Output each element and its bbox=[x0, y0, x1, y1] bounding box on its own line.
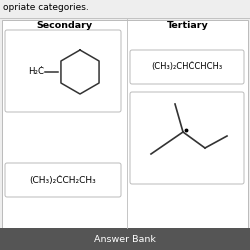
FancyBboxPatch shape bbox=[130, 50, 244, 84]
Text: (CH₃)₂ĊCH₂CH₃: (CH₃)₂ĊCH₂CH₃ bbox=[30, 176, 96, 184]
FancyBboxPatch shape bbox=[2, 20, 248, 228]
Text: Secondary: Secondary bbox=[36, 21, 92, 30]
Text: Answer Bank: Answer Bank bbox=[94, 234, 156, 244]
FancyBboxPatch shape bbox=[5, 163, 121, 197]
FancyBboxPatch shape bbox=[130, 92, 244, 184]
Text: (CH₃)₂CHĊCHCH₃: (CH₃)₂CHĊCHCH₃ bbox=[152, 62, 222, 72]
FancyBboxPatch shape bbox=[5, 30, 121, 112]
Text: Tertiary: Tertiary bbox=[167, 21, 209, 30]
FancyBboxPatch shape bbox=[0, 228, 250, 250]
Text: opriate categories.: opriate categories. bbox=[3, 3, 89, 12]
Text: H₂Ċ: H₂Ċ bbox=[28, 66, 44, 76]
